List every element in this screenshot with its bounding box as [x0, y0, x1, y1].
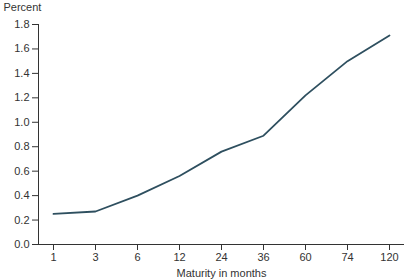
- svg-text:Maturity in months: Maturity in months: [177, 267, 267, 279]
- svg-text:0.6: 0.6: [14, 165, 29, 177]
- svg-text:74: 74: [341, 251, 353, 263]
- svg-text:1.0: 1.0: [14, 116, 29, 128]
- svg-text:24: 24: [215, 251, 227, 263]
- svg-text:120: 120: [380, 251, 398, 263]
- svg-text:0.8: 0.8: [14, 140, 29, 152]
- svg-text:1.2: 1.2: [14, 91, 29, 103]
- svg-text:Percent: Percent: [4, 1, 42, 13]
- svg-text:1.8: 1.8: [14, 18, 29, 30]
- svg-text:12: 12: [173, 251, 185, 263]
- svg-text:1: 1: [50, 251, 56, 263]
- svg-text:1.6: 1.6: [14, 42, 29, 54]
- svg-text:0.4: 0.4: [14, 189, 29, 201]
- svg-text:60: 60: [299, 251, 311, 263]
- svg-text:36: 36: [257, 251, 269, 263]
- svg-text:0.0: 0.0: [14, 238, 29, 250]
- svg-text:0.2: 0.2: [14, 214, 29, 226]
- svg-text:3: 3: [92, 251, 98, 263]
- svg-text:6: 6: [134, 251, 140, 263]
- svg-text:1.4: 1.4: [14, 67, 29, 79]
